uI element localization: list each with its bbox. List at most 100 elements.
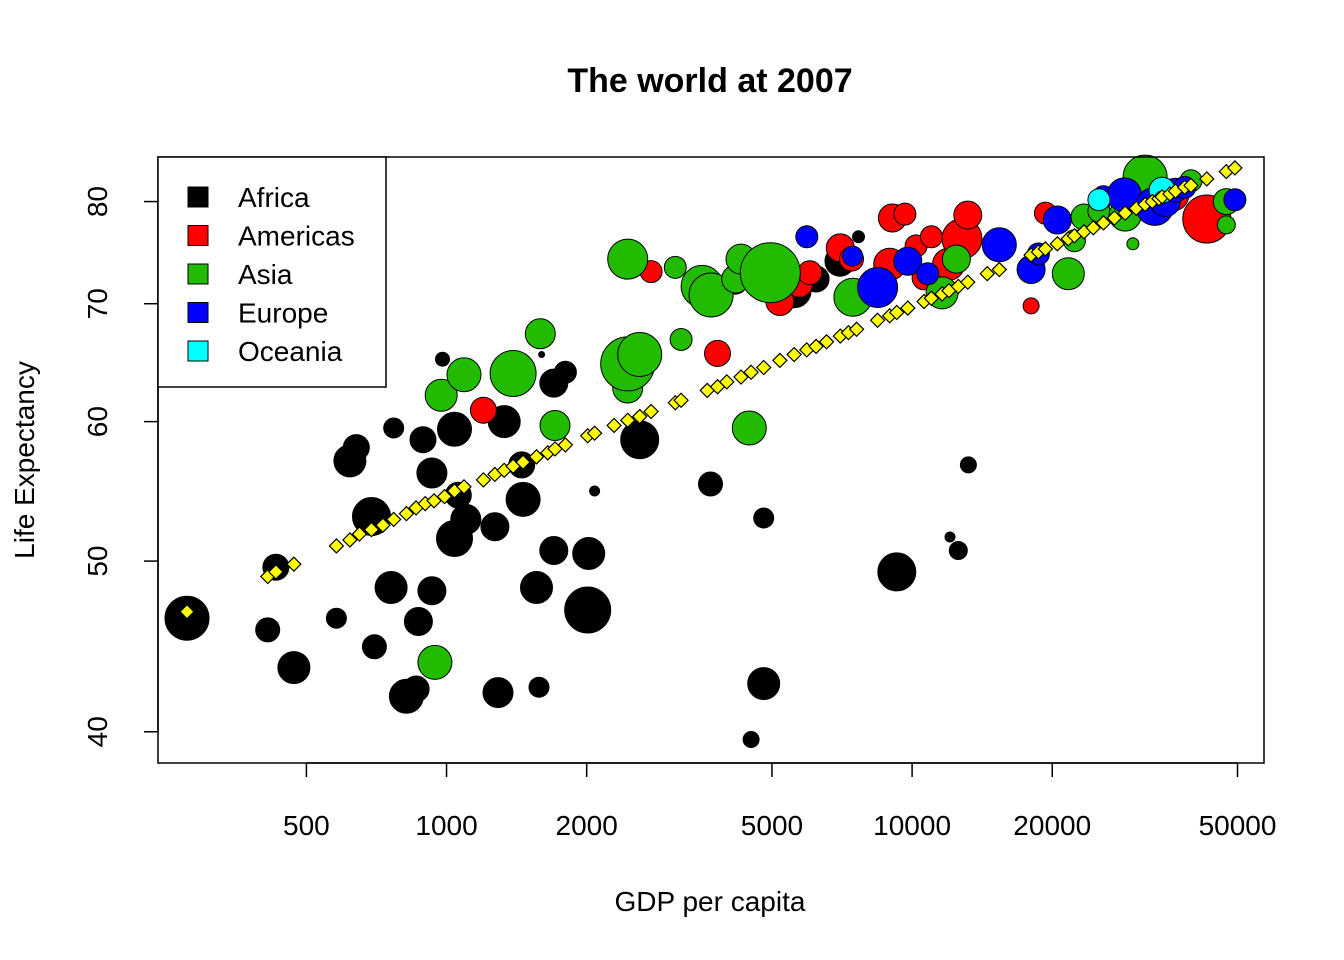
point-africa [403,607,433,636]
point-asia [446,357,482,393]
fit-marker [733,369,749,385]
plot-frame [157,156,1265,764]
fit-marker [375,517,391,534]
x-tick-label: 5000 [741,810,803,841]
y-axis-label: Life Expectancy [9,361,40,559]
fit-markers [179,160,1243,620]
point-africa [553,360,577,384]
point-americas [704,339,731,367]
point-asia [1051,257,1085,291]
point-africa [572,537,606,570]
x-tick-label: 50000 [1199,810,1277,841]
point-africa [325,607,347,629]
axes: 500 1000 2000 5000 10000 20000 50000 40 50 60 70 80 [82,186,1276,841]
fit-marker [718,374,735,390]
fit-marker [619,412,636,429]
y-tick-label: 80 [82,186,113,217]
legend-swatch [187,186,209,208]
point-africa [417,576,447,606]
point-europe [857,267,899,308]
fit-marker [1085,219,1102,236]
fit-marker [923,290,940,307]
fit-marker [475,472,492,488]
point-asia [424,378,458,412]
point-europe [981,227,1017,263]
legend-label: Asia [238,259,293,290]
y-tick-label: 50 [82,546,113,577]
fit-marker [342,532,358,548]
point-africa [505,481,541,517]
legend-label: Africa [238,182,310,213]
x-tick-label: 2000 [556,810,618,841]
fit-marker [385,511,402,528]
point-africa [482,677,514,709]
point-asia [524,318,556,350]
y-tick-label: 70 [82,288,113,319]
fit-marker [1095,215,1112,231]
legend-swatch [187,225,209,246]
point-americas [893,202,917,226]
point-africa [948,541,968,560]
point-africa [255,617,281,643]
fit-marker [1106,210,1123,226]
point-asia [669,328,693,351]
fit-marker [1198,171,1215,187]
x-tick-label: 20000 [1013,810,1091,841]
fit-marker [268,564,284,580]
fit-marker [899,300,916,316]
point-africa [374,571,408,604]
point-asia [1126,237,1140,251]
point-europe [842,245,864,267]
fit-marker [755,359,772,376]
chart-title: The world at 2007 [567,62,852,100]
point-europe [795,225,819,249]
point-africa [416,457,448,489]
point-africa [342,434,370,462]
fit-marker [979,265,996,282]
point-africa [361,634,387,660]
legend-label: Americas [238,221,355,252]
point-africa [564,586,612,634]
fit-marker [743,364,759,381]
point-asia [539,410,571,441]
fit-marker [786,346,802,363]
fit-marker [557,437,574,453]
point-africa [520,571,553,604]
fit-marker [456,478,472,495]
fit-marker [959,274,976,291]
point-africa [944,531,956,543]
point-africa [480,512,510,542]
point-africa [742,731,760,748]
x-axis-label: GDP per capita [615,886,806,917]
legend-label: Europe [238,298,328,329]
point-americas [1022,297,1040,315]
point-africa [753,507,775,529]
point-africa [402,675,430,703]
fit-marker [1049,235,1066,252]
point-asia [941,244,971,274]
point-americas [919,225,943,249]
fit-marker [772,352,788,369]
point-asia [417,644,453,680]
point-africa [383,417,405,439]
y-tick-label: 40 [82,716,113,747]
fit-marker [436,488,453,505]
point-africa [877,552,917,592]
point-europe [1223,188,1247,212]
point-africa [277,651,311,685]
fit-marker [869,312,886,329]
point-africa [528,676,550,698]
point-americas [797,260,823,286]
fit-marker [991,261,1008,278]
fit-marker [586,425,603,442]
legend-label: Oceania [238,336,343,367]
point-africa [698,471,723,497]
point-africa [589,485,601,497]
fit-marker [606,417,622,434]
x-tick-label: 10000 [873,810,951,841]
point-europe [1042,205,1072,235]
point-africa [437,411,472,447]
point-asia [617,332,663,377]
point-americas [469,396,497,424]
